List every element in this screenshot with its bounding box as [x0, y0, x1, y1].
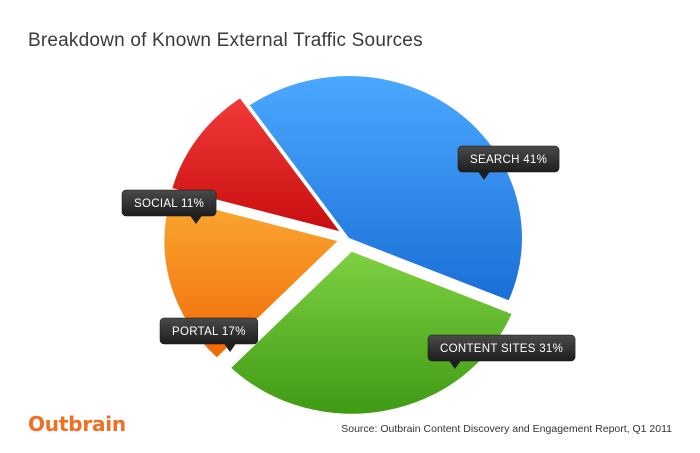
- pie-slice-search: [249, 76, 522, 301]
- callout-social: SOCIAL 11%: [121, 189, 217, 224]
- slice-label: SEARCH 41%: [470, 154, 547, 166]
- source-note: Source: Outbrain Content Discovery and E…: [341, 423, 672, 435]
- slice-label: PORTAL 17%: [172, 326, 246, 338]
- chart-title: Breakdown of Known External Traffic Sour…: [28, 30, 423, 51]
- callout-search: SEARCH 41%: [457, 145, 560, 180]
- pie-slice-portal: [164, 198, 338, 358]
- outbrain-logo: Outbrain: [28, 412, 126, 436]
- callout-portal: PORTAL 17%: [159, 317, 259, 352]
- slice-label: SOCIAL 11%: [134, 198, 204, 210]
- slice-label: CONTENT SITES 31%: [440, 343, 563, 355]
- callout-content-sites: CONTENT SITES 31%: [427, 334, 576, 369]
- pie-slice-content-sites: [231, 251, 512, 414]
